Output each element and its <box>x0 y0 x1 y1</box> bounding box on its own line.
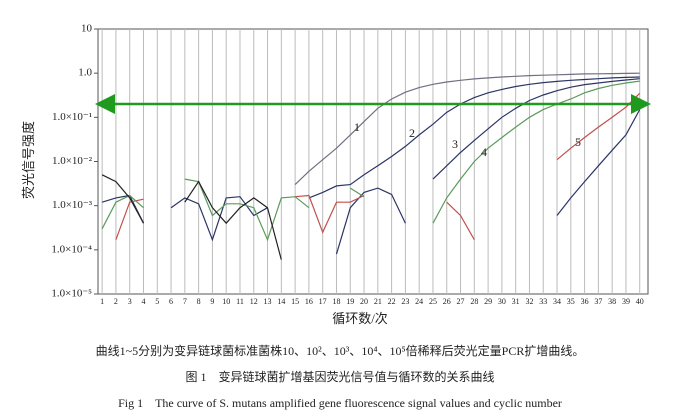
x-tick-label: 13 <box>264 297 272 306</box>
series-line <box>101 174 282 260</box>
x-tick-label: 11 <box>236 297 244 306</box>
x-tick-label: 18 <box>332 297 340 306</box>
y-tick-label: 1.0×10⁻¹ <box>52 111 92 123</box>
x-tick-label: 26 <box>443 297 451 306</box>
x-tick-label: 17 <box>319 297 327 306</box>
series-line <box>556 109 641 216</box>
x-tick-label: 8 <box>197 297 201 306</box>
x-tick-label: 3 <box>128 297 132 306</box>
x-tick-label: 38 <box>608 297 616 306</box>
x-tick-label: 35 <box>567 297 575 306</box>
y-axis-label: 荧光信号强度 <box>21 121 36 199</box>
caption-title-cn: 图 1 变异链球菌扩增基因荧光信号值与循环数的关系曲线 <box>185 369 494 384</box>
caption-note: 曲线1~5分别为变异链球菌标准菌株10、10²、10³、10⁴、10⁵倍稀释后荧… <box>96 343 585 358</box>
x-tick-label: 32 <box>525 297 533 306</box>
x-tick-label: 34 <box>553 297 561 306</box>
y-tick-label: 1.0×10⁻⁵ <box>51 288 92 300</box>
x-tick-label: 10 <box>222 297 230 306</box>
x-tick-label: 9 <box>210 297 214 306</box>
x-tick-label: 29 <box>484 297 492 306</box>
series-line <box>101 178 365 242</box>
x-tick-label: 27 <box>457 297 465 306</box>
x-tick-label: 40 <box>636 297 644 306</box>
x-tick-label: 31 <box>512 297 520 306</box>
x-tick-label: 2 <box>114 297 118 306</box>
curve-label: 3 <box>452 137 458 151</box>
x-tick-label: 28 <box>470 297 478 306</box>
curve-label: 1 <box>354 120 360 134</box>
x-tick-label: 7 <box>183 297 187 306</box>
y-tick-label: 1.0 <box>78 67 92 79</box>
x-tick-label: 30 <box>498 297 506 306</box>
series-line <box>294 72 640 186</box>
x-tick-label: 20 <box>360 297 368 306</box>
curve-label: 2 <box>409 126 415 140</box>
x-tick-label: 23 <box>401 297 409 306</box>
x-tick-label: 37 <box>594 297 602 306</box>
curve-label: 4 <box>481 145 487 159</box>
y-tick-label: 1.0×10⁻² <box>52 155 93 167</box>
x-tick-label: 24 <box>415 297 423 306</box>
x-tick-label: 19 <box>346 297 354 306</box>
x-tick-label: 1 <box>100 297 104 306</box>
x-tick-label: 25 <box>429 297 437 306</box>
x-tick-label: 39 <box>622 297 630 306</box>
x-tick-label: 6 <box>169 297 173 306</box>
y-tick-label: 10 <box>81 23 93 35</box>
x-tick-label: 12 <box>250 297 258 306</box>
x-tick-label: 33 <box>539 297 547 306</box>
x-tick-label: 16 <box>305 297 313 306</box>
x-tick-label: 5 <box>155 297 159 306</box>
plot-area <box>97 28 649 295</box>
y-tick-label: 1.0×10⁻⁴ <box>51 243 92 255</box>
x-tick-label: 22 <box>388 297 396 306</box>
x-tick-label: 4 <box>141 297 145 306</box>
x-tick-label: 15 <box>291 297 299 306</box>
x-tick-label: 14 <box>277 297 285 306</box>
caption-title-en: Fig 1 The curve of S. mutans amplified g… <box>118 396 562 410</box>
curve-label: 5 <box>575 135 581 149</box>
y-tick-label: 1.0×10⁻³ <box>52 199 93 211</box>
series-line <box>115 194 475 240</box>
x-tick-label: 21 <box>374 297 382 306</box>
x-axis-label: 循环数/次 <box>332 311 388 326</box>
x-tick-label: 36 <box>581 297 589 306</box>
